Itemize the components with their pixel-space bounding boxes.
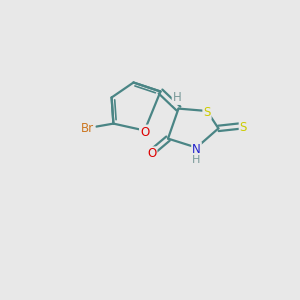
Text: Br: Br: [81, 122, 94, 135]
Text: S: S: [240, 121, 247, 134]
Text: O: O: [147, 147, 157, 160]
Text: O: O: [140, 125, 149, 139]
Text: S: S: [203, 106, 211, 119]
Text: N: N: [192, 142, 201, 156]
Text: H: H: [172, 91, 182, 104]
Text: H: H: [192, 155, 201, 165]
